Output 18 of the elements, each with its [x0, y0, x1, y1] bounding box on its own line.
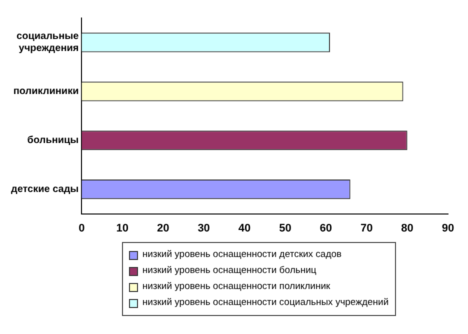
- x-tick-label: 50: [279, 222, 292, 234]
- x-tick-label: 10: [116, 222, 129, 234]
- x-tick-label: 0: [78, 222, 85, 234]
- x-tick-label: 20: [157, 222, 170, 234]
- x-tick-label: 30: [198, 222, 210, 234]
- x-tick-label: 60: [320, 222, 332, 234]
- x-tick-label: 40: [238, 222, 251, 234]
- x-tick-label: 70: [360, 222, 373, 234]
- y-tick-label: социальные учреждения: [16, 31, 80, 54]
- y-tick-label: больницы: [27, 135, 79, 146]
- x-tick-label: 90: [442, 222, 454, 234]
- x-tick-label: 80: [401, 222, 414, 234]
- legend-label: низкий уровень оснащенности больниц: [142, 264, 316, 278]
- legend-label: низкий уровень оснащенности социальных учреждений: [142, 296, 389, 310]
- y-tick-label: поликлиники: [13, 86, 79, 98]
- y-tick-label: детские сады: [10, 184, 79, 196]
- legend-label: низкий уровень оснащенности детских садов: [142, 248, 342, 262]
- legend-label: низкий уровень оснащенности поликлиник: [142, 280, 330, 294]
